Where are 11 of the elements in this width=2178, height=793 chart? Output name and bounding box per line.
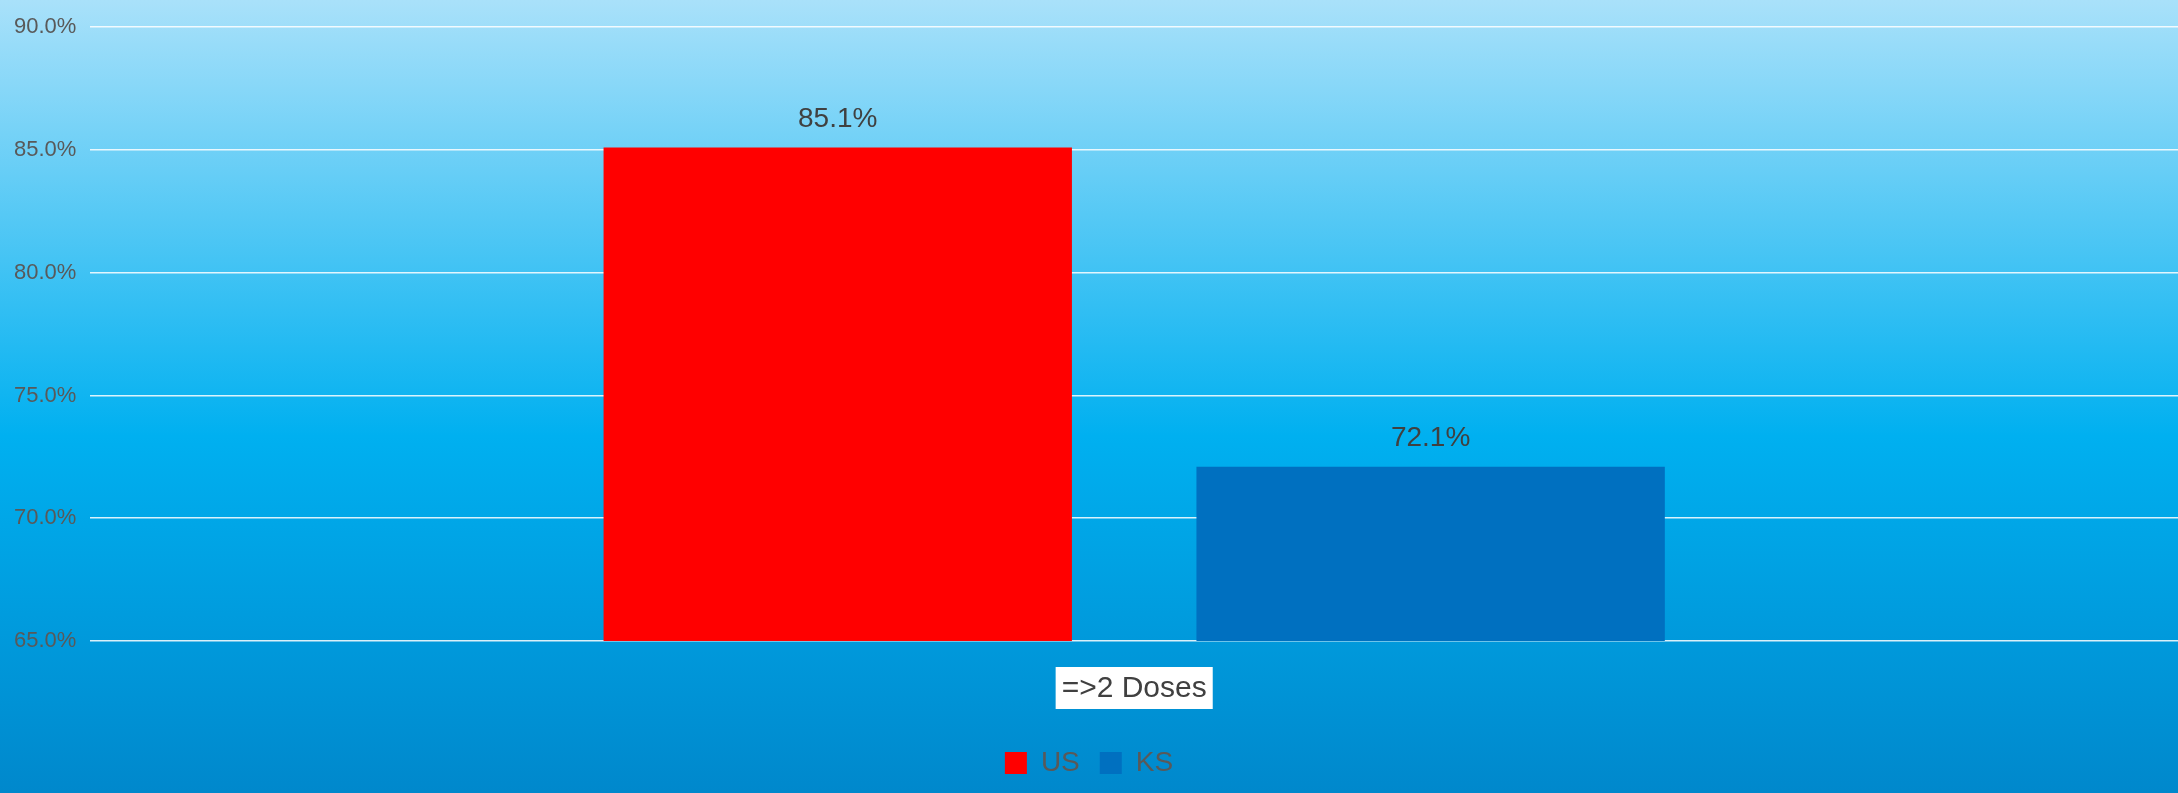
x-tick-label: =>2 Doses (1061, 670, 1207, 704)
y-tick-label: 75.0% (13, 381, 77, 407)
y-tick-label: 85.0% (13, 136, 77, 162)
y-tick-label: 90.0% (13, 13, 77, 39)
y-tick-label: 65.0% (13, 627, 77, 653)
y-tick-label: 80.0% (13, 258, 77, 284)
legend-label: US (1040, 745, 1080, 777)
text: 85.1% (798, 102, 878, 134)
legend-label: KS (1135, 745, 1174, 777)
text: 72.1% (1390, 421, 1471, 453)
y-tick-label: 70.0% (13, 504, 77, 530)
